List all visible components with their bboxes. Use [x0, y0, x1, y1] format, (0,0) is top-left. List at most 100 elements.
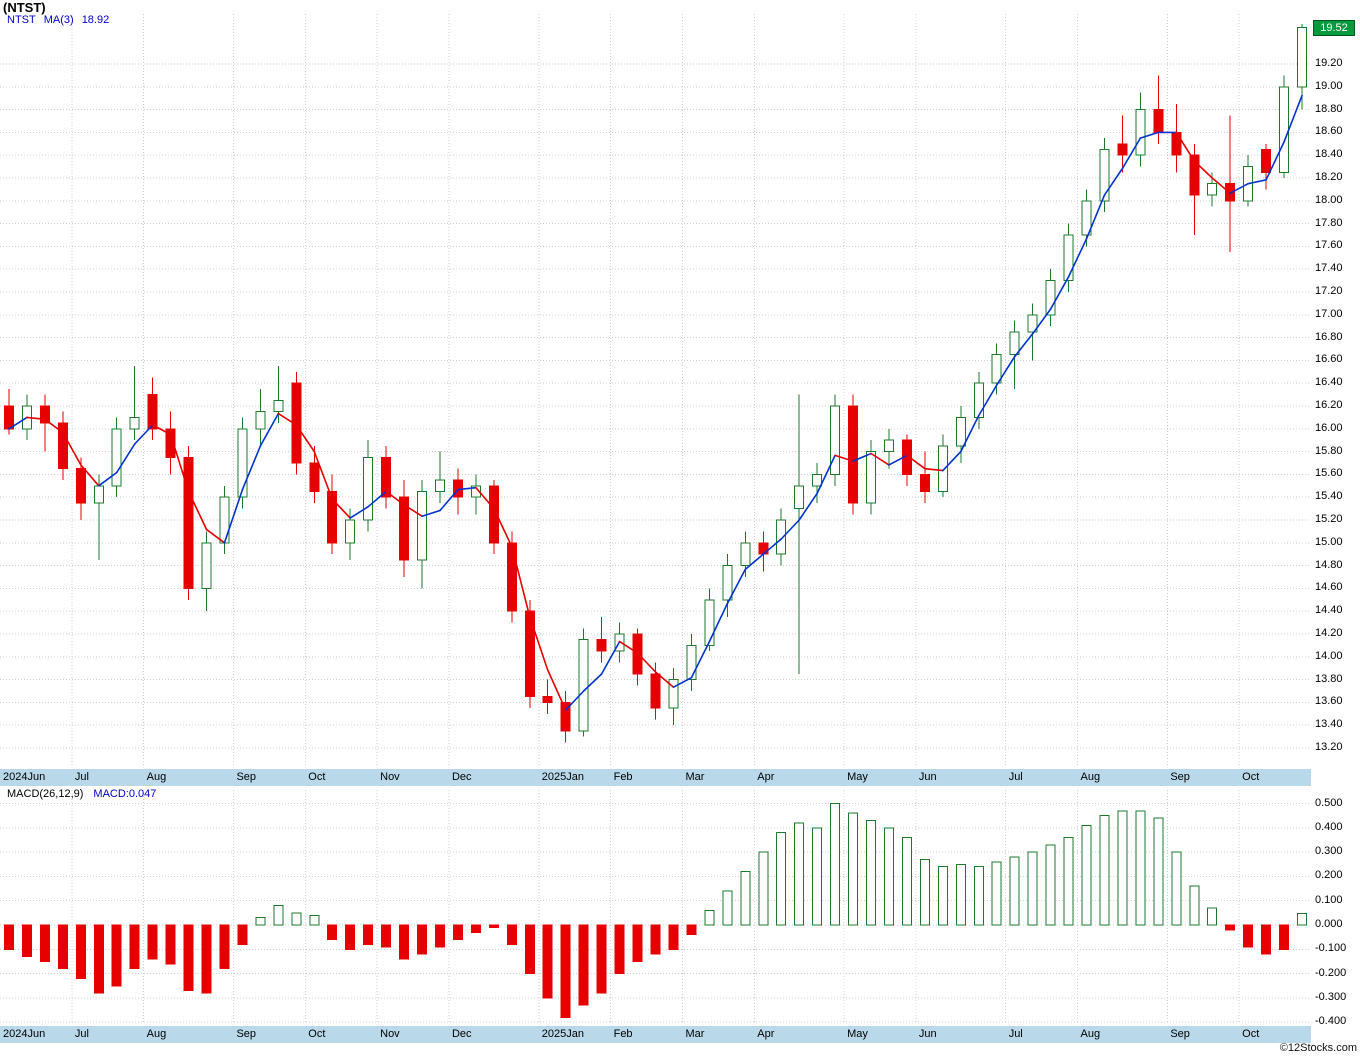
- macd-bar-negative: [219, 924, 230, 970]
- price-tick-label: 19.20: [1315, 57, 1343, 69]
- macd-bar-negative: [57, 924, 68, 970]
- macd-bar-negative: [129, 924, 140, 970]
- month-label: Apr: [757, 771, 775, 783]
- macd-bar-positive: [866, 820, 877, 926]
- macd-bar-negative: [21, 924, 32, 958]
- month-label: Oct: [1242, 771, 1260, 783]
- macd-bar-negative: [632, 924, 643, 962]
- candle-up: [1045, 280, 1056, 316]
- month-label: Jul: [1008, 771, 1023, 783]
- ma-line-segment: [97, 471, 118, 487]
- main-legend: NTST MA(3) 18.92: [7, 14, 117, 26]
- ma-line-segment: [1067, 238, 1088, 278]
- candle-up: [668, 679, 679, 709]
- macd-bar-positive: [1063, 837, 1074, 926]
- month-label: Nov: [380, 1028, 400, 1040]
- price-tick-label: 14.00: [1315, 649, 1343, 662]
- macd-bar-positive: [273, 905, 284, 926]
- ma-line-segment: [511, 545, 531, 618]
- ma-line-segment: [906, 454, 926, 470]
- macd-bar-negative: [345, 924, 356, 950]
- month-axis-top: 2024Jun Jul Aug Sep Oct Nov Dec 2025Jan Feb Mar Ap…: [0, 769, 1311, 786]
- ma-line-segment: [331, 498, 351, 519]
- candle-down: [650, 673, 661, 709]
- price-tick-label: 14.20: [1315, 627, 1343, 639]
- month-label: 2025Jan: [541, 1028, 584, 1040]
- candle-up: [470, 485, 481, 498]
- ma-line-segment: [564, 690, 585, 711]
- price-tick-label: 17.20: [1315, 285, 1343, 297]
- macd-bar-positive: [1027, 851, 1038, 926]
- ma-line-segment: [133, 424, 154, 445]
- ma-line-segment: [349, 505, 369, 519]
- candle-down: [560, 701, 571, 732]
- ma-line-segment: [26, 416, 46, 421]
- macd-bar-positive: [291, 912, 302, 926]
- candle-up: [686, 644, 697, 681]
- ma-line-segment: [852, 452, 872, 462]
- macd-params-label: MACD(26,12,9): [7, 788, 84, 800]
- candle-up: [991, 354, 1002, 384]
- ma-line-segment: [960, 414, 980, 453]
- candle-down: [57, 422, 68, 470]
- candle-up: [955, 416, 966, 447]
- ma-line-segment: [493, 507, 513, 548]
- legend-ma-value: 18.92: [81, 14, 110, 26]
- macd-value-label: MACD:0.047: [93, 788, 157, 800]
- candle-down: [848, 405, 859, 504]
- macd-bar-negative: [542, 924, 553, 999]
- ma-line-segment: [1085, 194, 1106, 240]
- ma-line-segment: [744, 553, 765, 571]
- month-label: Jul: [1008, 1028, 1023, 1040]
- ma-line-segment: [44, 418, 64, 434]
- price-tick-label: 16.80: [1315, 330, 1343, 343]
- ma-line-segment: [241, 445, 262, 491]
- ma-line-segment: [726, 568, 747, 605]
- price-tick-label: 16.40: [1315, 376, 1343, 389]
- ma-line-segment: [1265, 141, 1285, 181]
- macd-chart-canvas: [0, 790, 1311, 1024]
- macd-bar-positive: [1135, 810, 1146, 926]
- ma-line-segment: [1229, 182, 1249, 194]
- price-tick-label: 18.60: [1315, 125, 1343, 138]
- ma-line-segment: [924, 467, 944, 472]
- candle-up: [973, 382, 984, 418]
- ma-line-segment: [457, 486, 477, 491]
- month-label: Dec: [451, 771, 472, 783]
- macd-tick-label: -0.100: [1315, 942, 1347, 955]
- macd-bar-negative: [417, 924, 428, 955]
- macd-bar-positive: [1171, 851, 1182, 926]
- ma-line-segment: [403, 503, 423, 518]
- macd-bar-positive: [255, 917, 266, 926]
- ma-line-segment: [151, 424, 172, 436]
- macd-bar-negative: [1261, 924, 1272, 955]
- month-label: Aug: [1080, 771, 1101, 783]
- macd-bar-positive: [1081, 824, 1092, 926]
- macd-bar-negative: [1243, 924, 1254, 948]
- candle-up: [417, 491, 428, 561]
- candle-up: [812, 473, 823, 487]
- price-tick-label: 15.80: [1315, 444, 1343, 457]
- price-tick-label: 16.00: [1315, 421, 1343, 434]
- candle-up: [1279, 86, 1290, 173]
- candle-up: [345, 519, 356, 544]
- macd-bar-negative: [237, 924, 248, 945]
- ma-line-segment: [888, 454, 908, 466]
- macd-bar-negative: [39, 924, 50, 962]
- candle-down: [488, 485, 499, 544]
- price-tick-label: 14.40: [1315, 604, 1343, 617]
- month-label: Oct: [1242, 1028, 1260, 1040]
- candle-down: [3, 405, 14, 430]
- ma-line-segment: [600, 640, 621, 675]
- candle-down: [919, 473, 930, 492]
- candle-up: [129, 416, 140, 430]
- macd-bar-positive: [1189, 885, 1200, 926]
- month-label: Jun: [918, 1028, 937, 1040]
- ma-line-segment: [439, 488, 459, 512]
- price-tick-label: 16.60: [1315, 353, 1343, 366]
- macd-bar-negative: [452, 924, 463, 941]
- price-tick-label: 15.40: [1315, 490, 1343, 503]
- macd-bar-positive: [722, 890, 733, 926]
- ma-line-segment: [1175, 131, 1196, 162]
- candle-up: [93, 485, 104, 504]
